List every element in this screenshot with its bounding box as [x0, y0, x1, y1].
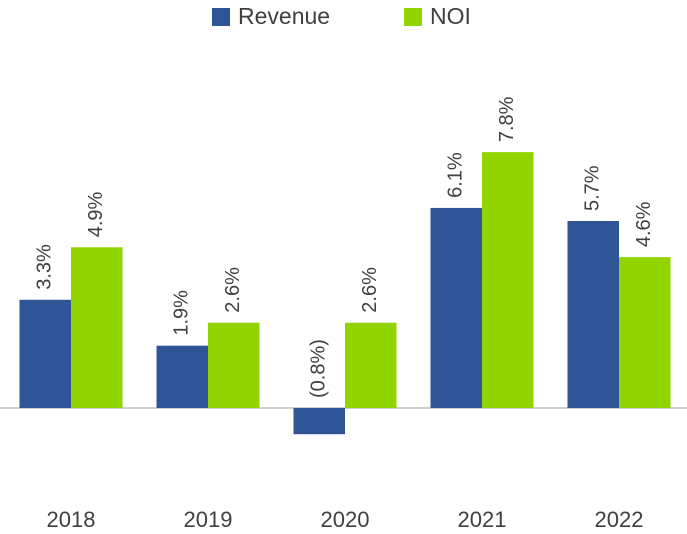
value-label: 6.1%: [445, 152, 467, 198]
bar: [430, 207, 482, 408]
value-label: (0.8%): [308, 339, 330, 398]
bar: [619, 257, 671, 408]
x-tick-label: 2019: [184, 507, 233, 532]
value-label: 2.6%: [222, 267, 244, 313]
x-tick-label: 2020: [321, 507, 370, 532]
bar: [567, 221, 619, 408]
bar: [345, 322, 397, 408]
value-label: 4.6%: [633, 201, 655, 247]
value-label: 1.9%: [171, 290, 193, 336]
value-label: 4.9%: [85, 191, 107, 237]
value-label: 2.6%: [359, 267, 381, 313]
value-label: 5.7%: [582, 165, 604, 211]
value-label: 7.8%: [496, 96, 518, 142]
legend-swatch: [404, 8, 422, 26]
value-label: 3.3%: [34, 244, 56, 290]
bar: [293, 408, 345, 435]
x-tick-label: 2022: [595, 507, 644, 532]
bar: [71, 247, 123, 408]
bar: [156, 345, 208, 408]
bar: [482, 152, 534, 408]
legend-swatch: [212, 8, 230, 26]
legend-label: Revenue: [238, 3, 330, 29]
x-tick-label: 2018: [47, 507, 96, 532]
bar: [208, 322, 260, 408]
legend-label: NOI: [430, 3, 471, 29]
x-tick-label: 2021: [458, 507, 507, 532]
bar: [19, 299, 71, 408]
